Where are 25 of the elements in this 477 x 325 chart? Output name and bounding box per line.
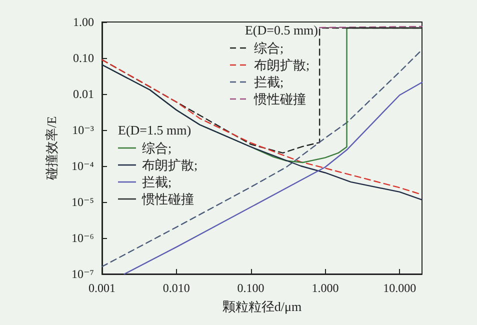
y-tick-label: 0.01 <box>73 87 94 101</box>
legend-label: 拦截; <box>254 74 284 90</box>
y-tick-label: 10⁻³ <box>72 123 94 137</box>
x-tick-label: 0.001 <box>88 281 116 295</box>
text: E(D=0.5 mm) <box>244 22 318 38</box>
legend-label: 布朗扩散; <box>254 58 310 72</box>
y-tick-label: 1.00 <box>73 15 94 29</box>
text: E(D=1.5 mm) <box>118 122 192 138</box>
y-tick-label: 10⁻⁴ <box>71 159 94 173</box>
x-tick-label: 1.000 <box>312 281 339 295</box>
legend-label: 惯性碰撞 <box>141 192 194 206</box>
x-tick-label: 10.000 <box>383 281 416 295</box>
legend-label: 综合; <box>142 140 172 156</box>
x-tick-label: 0.100 <box>237 281 264 295</box>
x-axis-title: 颗粒粒径d/μm <box>222 299 302 314</box>
y-tick-label: 10⁻⁷ <box>71 267 94 281</box>
x-tick-label: 0.010 <box>162 281 190 295</box>
y-tick-label: 10⁻⁶ <box>71 231 94 245</box>
y-tick-label: 0.10 <box>73 51 94 65</box>
legend-label: 综合; <box>254 40 284 56</box>
legend-label: 拦截; <box>142 174 172 190</box>
legend-label: 布朗扩散; <box>142 158 198 172</box>
y-tick-label: 10⁻⁵ <box>71 195 94 209</box>
y-axis-title: 碰撞效率/E <box>44 116 59 181</box>
legend-label: 惯性碰撞 <box>253 92 306 106</box>
